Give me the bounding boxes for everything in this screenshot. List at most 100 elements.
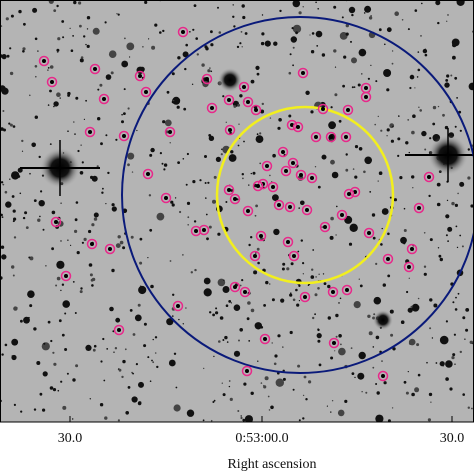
member-marker — [413, 202, 425, 214]
star — [399, 176, 403, 180]
member-dot — [254, 108, 258, 112]
star — [292, 24, 302, 34]
star — [72, 35, 74, 37]
star — [215, 311, 219, 315]
star — [70, 49, 74, 52]
star — [419, 109, 423, 112]
star — [47, 67, 50, 69]
star — [213, 355, 215, 358]
member-dot — [386, 257, 390, 261]
star — [329, 235, 334, 240]
star — [52, 351, 55, 354]
star — [389, 309, 394, 314]
star — [414, 9, 418, 12]
star — [174, 197, 177, 199]
member-marker — [142, 168, 154, 180]
star — [268, 409, 271, 411]
star — [161, 162, 164, 165]
star — [119, 240, 124, 245]
star — [9, 178, 11, 180]
star — [79, 58, 84, 63]
star — [311, 268, 314, 271]
star — [452, 55, 456, 60]
member-marker — [349, 186, 361, 198]
star — [189, 31, 191, 33]
star — [222, 393, 226, 397]
star — [47, 104, 50, 106]
member-dot — [205, 77, 209, 81]
star — [255, 65, 260, 70]
star — [237, 410, 240, 412]
star — [205, 213, 208, 216]
member-marker — [257, 178, 269, 190]
star — [247, 301, 251, 305]
star — [296, 303, 300, 307]
star — [264, 40, 271, 47]
star — [225, 304, 229, 308]
star — [24, 211, 28, 215]
star — [49, 143, 52, 146]
star — [42, 408, 46, 412]
star — [223, 279, 225, 281]
member-marker — [286, 119, 298, 131]
star — [0, 127, 4, 131]
star — [148, 194, 152, 197]
star — [261, 102, 264, 106]
star — [407, 371, 409, 373]
star — [454, 363, 456, 365]
star — [317, 8, 320, 10]
star — [13, 236, 17, 239]
star — [61, 333, 65, 337]
star — [115, 317, 121, 323]
star — [327, 284, 331, 289]
star — [424, 148, 427, 151]
star — [295, 31, 298, 35]
star — [229, 397, 233, 401]
star — [92, 348, 96, 352]
star — [438, 254, 442, 258]
star — [121, 120, 124, 124]
star — [111, 268, 115, 273]
star — [177, 161, 181, 165]
star — [255, 252, 257, 254]
star — [137, 401, 142, 406]
star — [60, 240, 62, 242]
member-marker — [223, 184, 235, 196]
star — [23, 22, 26, 26]
star — [445, 79, 449, 82]
star — [411, 130, 415, 135]
star — [242, 15, 246, 20]
member-marker — [84, 126, 96, 138]
star — [134, 314, 142, 322]
star — [11, 354, 17, 361]
star — [423, 232, 426, 234]
star — [452, 42, 457, 48]
star — [34, 65, 38, 68]
star — [113, 351, 115, 353]
member-marker — [423, 171, 435, 183]
star — [368, 16, 373, 20]
member-marker — [319, 221, 331, 233]
star — [109, 306, 114, 312]
star — [6, 54, 10, 58]
star — [64, 312, 67, 315]
star — [303, 375, 307, 379]
star — [139, 261, 143, 265]
member-marker — [113, 324, 125, 336]
star — [203, 367, 205, 370]
star — [328, 121, 336, 130]
star — [446, 199, 449, 202]
member-dot — [42, 59, 46, 63]
star — [445, 214, 450, 219]
member-marker — [134, 70, 146, 82]
star — [33, 327, 37, 331]
star — [417, 68, 421, 72]
star — [91, 223, 95, 227]
star — [237, 103, 241, 107]
star — [317, 185, 321, 189]
star — [105, 74, 112, 80]
star — [56, 51, 59, 53]
star — [0, 245, 5, 249]
member-dot — [228, 128, 232, 132]
star — [373, 296, 382, 305]
